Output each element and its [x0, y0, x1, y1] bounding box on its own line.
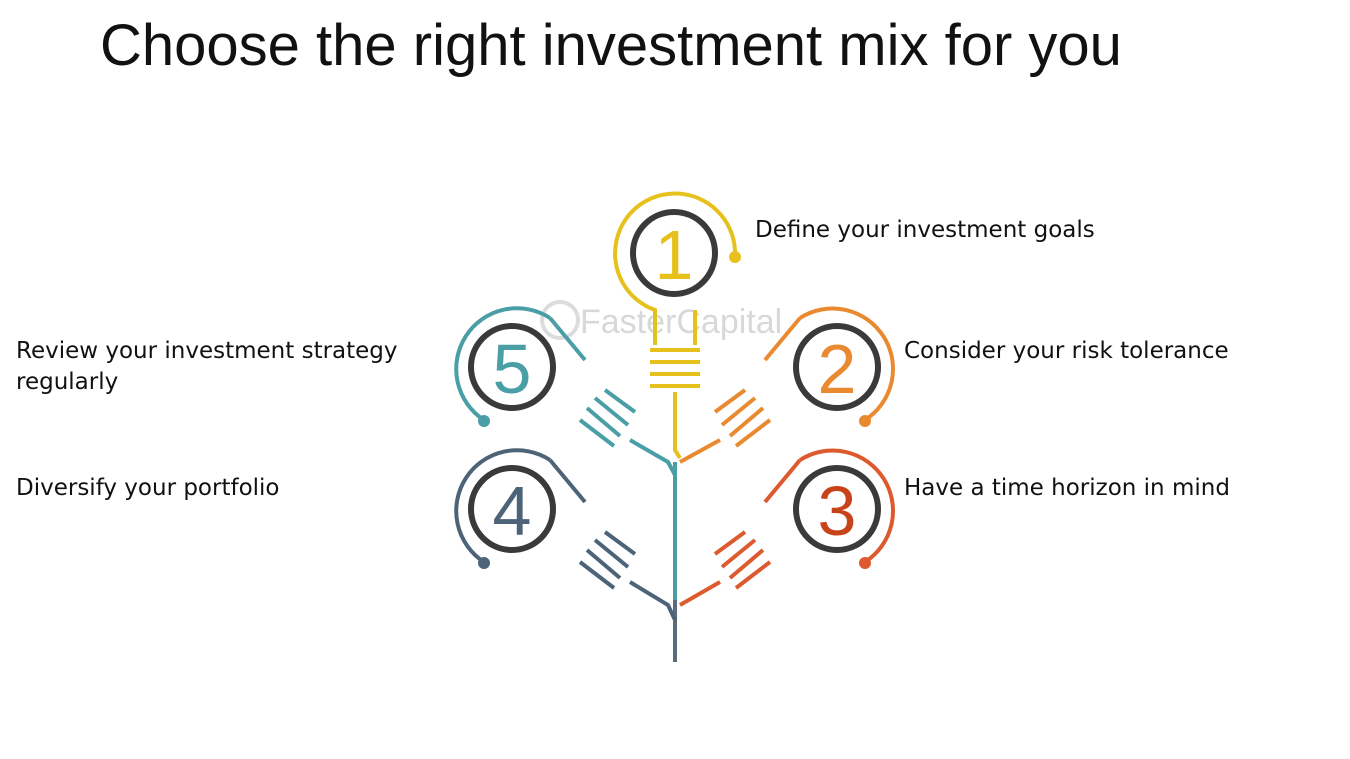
step-label-5: Review your investment strategy regularl…	[16, 338, 398, 395]
step-number-4: 4	[493, 472, 532, 550]
number-ring-1	[630, 209, 718, 297]
number-ring-5	[468, 323, 556, 411]
bulb-4	[454, 448, 677, 621]
number-ring-4	[468, 465, 556, 553]
number-ring-3	[793, 465, 881, 553]
page-title: Choose the right investment mix for you	[100, 13, 1122, 78]
step-label-2: Consider your risk tolerance	[904, 338, 1229, 364]
bulb-1	[613, 191, 741, 460]
step-label-3: Have a time horizon in mind	[904, 475, 1230, 501]
step-label-1: Define your investment goals	[755, 217, 1095, 243]
gear-icon	[540, 300, 580, 340]
number-ring-2	[793, 323, 881, 411]
bulb-5	[454, 306, 677, 476]
step-number-5: 5	[493, 330, 532, 408]
step-number-3: 3	[818, 472, 857, 550]
bulb-2	[679, 306, 895, 464]
step-number-1: 1	[655, 216, 694, 294]
bulb-3	[679, 448, 895, 607]
watermark: FasterCapital	[580, 303, 782, 341]
step-number-2: 2	[818, 330, 857, 408]
step-label-4: Diversify your portfolio	[16, 475, 280, 501]
